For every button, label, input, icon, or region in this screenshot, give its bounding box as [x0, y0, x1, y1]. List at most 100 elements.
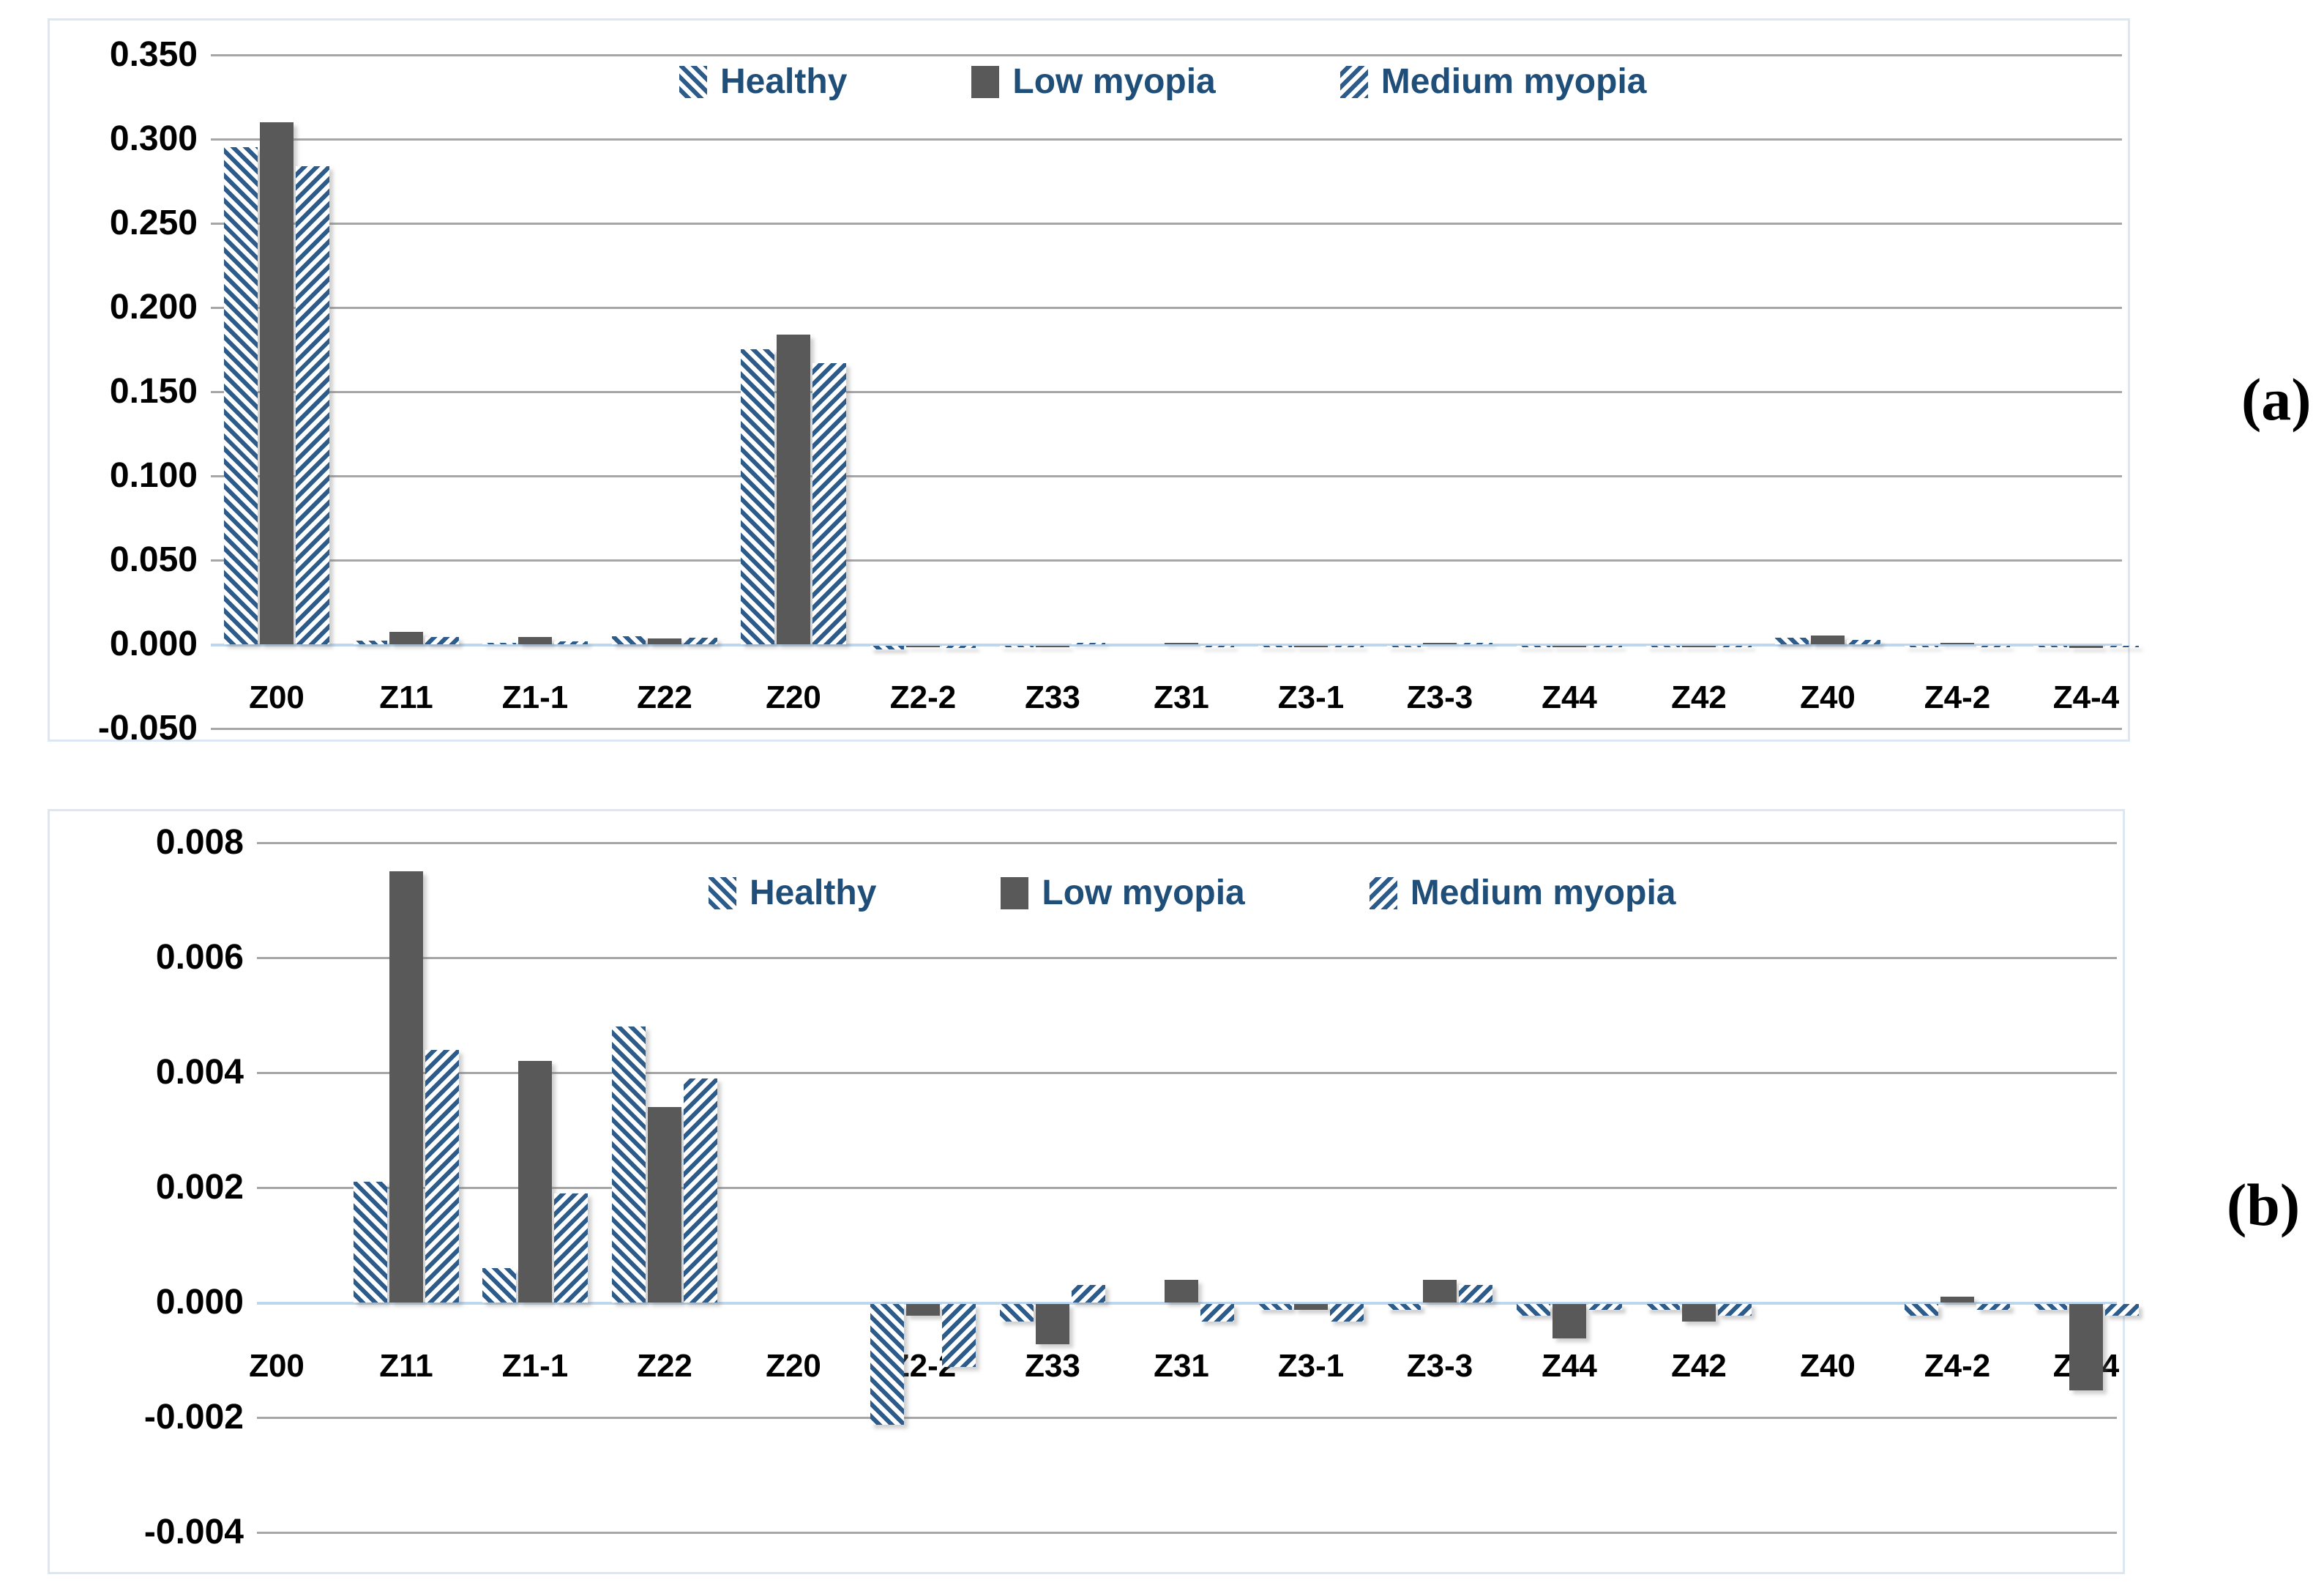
x-category-label: Z20 — [766, 1348, 821, 1384]
bar-healthy-Z33 — [1000, 1304, 1034, 1322]
bar-healthy-Z44 — [1517, 646, 1550, 647]
bar-medium-myopia-Z11 — [425, 1050, 459, 1303]
legend-label: Healthy — [720, 62, 848, 101]
bar-low-myopia-Z2-2 — [906, 646, 940, 647]
bar-medium-myopia-Z3-1 — [1330, 646, 1364, 647]
x-category-label: Z20 — [766, 679, 821, 715]
bar-healthy-Z3-3 — [1387, 646, 1421, 647]
bar-low-myopia-Z22 — [648, 638, 681, 644]
legend: Healthy Low myopia Medium myopia — [709, 876, 1675, 911]
bar-healthy-Z3-1 — [1258, 646, 1292, 647]
bar-low-myopia-Z4-4 — [2069, 1304, 2103, 1390]
bar-healthy-Z44 — [1517, 1304, 1550, 1316]
bar-medium-myopia-Z4-4 — [2105, 1304, 2139, 1316]
bar-low-myopia-Z42 — [1682, 646, 1716, 647]
bar-low-myopia-Z1-1 — [518, 1061, 552, 1303]
chart-panel-b: 0.008 0.006 0.004 0.002 0.000 -0.002 -0.004 Z00… — [48, 809, 2139, 1574]
bar-medium-myopia-Z1-1 — [554, 641, 588, 644]
y-tick-label: -0.050 — [97, 709, 198, 748]
bar-medium-myopia-Z3-3 — [1459, 643, 1492, 644]
bar-medium-myopia-Z22 — [684, 1078, 717, 1303]
bar-healthy-Z2-2 — [870, 1304, 904, 1425]
x-category-label: Z22 — [637, 1348, 692, 1384]
bar-medium-myopia-Z00 — [296, 166, 329, 644]
x-category-label: Z3-1 — [1277, 679, 1345, 715]
x-axis-zero-line — [211, 644, 2122, 647]
y-tick-label: 0.000 — [109, 625, 198, 663]
gridline — [257, 1532, 2117, 1534]
legend-swatch-icon — [1369, 877, 1397, 909]
bar-healthy-Z22 — [612, 636, 646, 644]
x-category-label: Z3-3 — [1406, 679, 1473, 715]
bar-low-myopia-Z3-3 — [1423, 1280, 1457, 1303]
y-tick-label: 0.000 — [155, 1283, 244, 1322]
x-category-label: Z11 — [379, 679, 433, 715]
x-category-label: Z31 — [1154, 1348, 1209, 1384]
bar-low-myopia-Z2-2 — [906, 1304, 940, 1316]
bar-low-myopia-Z44 — [1553, 1304, 1586, 1338]
bar-medium-myopia-Z44 — [1588, 1304, 1622, 1310]
bar-low-myopia-Z1-1 — [518, 637, 552, 644]
bar-low-myopia-Z31 — [1165, 1280, 1198, 1303]
bar-low-myopia-Z4-4 — [2069, 646, 2103, 648]
bar-medium-myopia-Z3-1 — [1330, 1304, 1364, 1322]
legend-label: Low myopia — [1042, 873, 1245, 912]
legend-swatch-icon — [1340, 66, 1368, 98]
legend-item-healthy: Healthy — [679, 64, 847, 100]
bar-medium-myopia-Z22 — [684, 638, 717, 644]
gridline — [257, 1072, 2117, 1074]
bar-low-myopia-Z33 — [1036, 646, 1069, 647]
x-category-label: Z4-2 — [1924, 679, 1991, 715]
bar-low-myopia-Z40 — [1811, 636, 1845, 644]
gridline — [257, 1417, 2117, 1419]
legend-swatch-icon — [709, 877, 736, 909]
x-category-label: Z44 — [1542, 1348, 1597, 1384]
bar-low-myopia-Z3-1 — [1294, 1304, 1328, 1310]
bar-healthy-Z11 — [354, 641, 387, 644]
legend-item-healthy: Healthy — [709, 876, 876, 911]
gridline — [211, 138, 2122, 141]
y-tick-label: 0.300 — [109, 119, 198, 158]
bar-medium-myopia-Z2-2 — [942, 1304, 976, 1367]
bar-medium-myopia-Z3-3 — [1459, 1285, 1492, 1303]
bar-medium-myopia-Z42 — [1718, 646, 1752, 647]
bar-medium-myopia-Z31 — [1200, 646, 1234, 647]
bar-healthy-Z2-2 — [870, 646, 904, 649]
bar-low-myopia-Z4-2 — [1940, 643, 1974, 644]
x-category-label: Z00 — [249, 679, 304, 715]
bar-healthy-Z1-1 — [482, 643, 516, 644]
x-category-label: Z11 — [379, 1348, 433, 1384]
bar-low-myopia-Z11 — [389, 871, 423, 1303]
bar-low-myopia-Z42 — [1682, 1304, 1716, 1322]
x-category-label: Z33 — [1025, 679, 1080, 715]
panel-a-caption: (a) — [2241, 366, 2312, 433]
x-category-label: Z2-2 — [889, 679, 957, 715]
x-category-label: Z42 — [1671, 679, 1727, 715]
bar-low-myopia-Z33 — [1036, 1304, 1069, 1344]
legend-item-low-myopia: Low myopia — [971, 62, 1216, 101]
legend-swatch-icon — [679, 66, 707, 98]
bar-medium-myopia-Z33 — [1072, 1285, 1105, 1303]
x-category-label: Z4-4 — [2052, 679, 2120, 715]
x-category-label: Z44 — [1542, 679, 1597, 715]
bar-low-myopia-Z22 — [648, 1107, 681, 1303]
bar-healthy-Z1-1 — [482, 1268, 516, 1303]
gridline — [211, 559, 2122, 562]
legend: Healthy Low myopia Medium myopia — [679, 64, 1646, 100]
gridline — [257, 842, 2117, 844]
bar-medium-myopia-Z4-2 — [1976, 646, 2010, 647]
y-tick-label: 0.008 — [155, 823, 244, 862]
bar-medium-myopia-Z42 — [1718, 1304, 1752, 1316]
bar-low-myopia-Z3-1 — [1294, 646, 1328, 647]
bar-medium-myopia-Z44 — [1588, 646, 1622, 647]
legend-label: Healthy — [750, 873, 877, 912]
bar-healthy-Z3-1 — [1258, 1304, 1292, 1310]
x-category-label: Z42 — [1671, 1348, 1727, 1384]
x-category-label: Z31 — [1154, 679, 1209, 715]
legend-label: Low myopia — [1012, 62, 1216, 101]
bar-low-myopia-Z44 — [1553, 646, 1586, 647]
x-category-label: Z40 — [1800, 1348, 1856, 1384]
gridline — [211, 728, 2122, 730]
bar-healthy-Z42 — [1646, 1304, 1680, 1310]
